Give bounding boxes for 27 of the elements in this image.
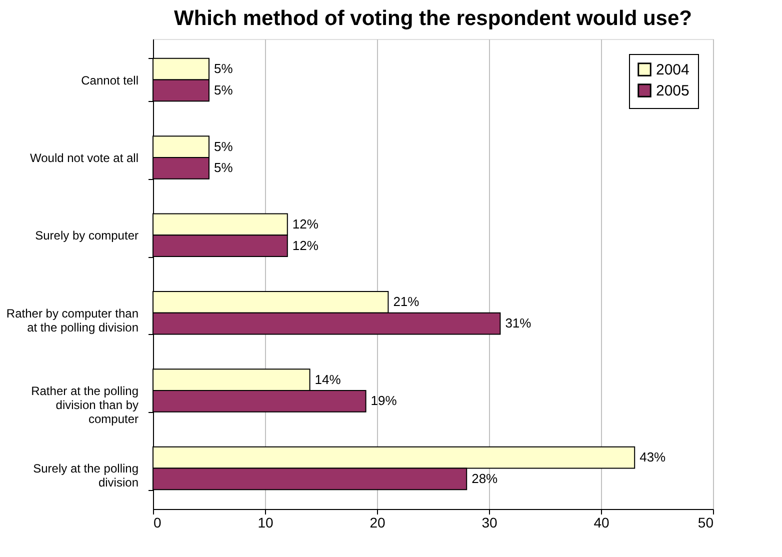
x-tick-label: 40 <box>594 514 610 530</box>
y-tick-label: Rather by computer than at the polling division <box>6 306 138 334</box>
data-label: 5% <box>214 138 234 154</box>
legend-label: 2005 <box>656 82 690 100</box>
y-tick-label: Surely at the polling division <box>33 462 138 490</box>
y-tick-label: Cannot tell <box>81 73 138 88</box>
x-tick-label: 50 <box>698 514 714 530</box>
x-tick-label: 0 <box>154 514 162 530</box>
data-label: 12% <box>292 216 319 232</box>
data-label: 5% <box>214 61 234 76</box>
data-label: 14% <box>314 372 342 387</box>
y-tick-label: Would not vote at all <box>30 150 138 165</box>
data-label: 28% <box>472 470 498 486</box>
data-label: 31% <box>505 316 532 331</box>
data-label: 19% <box>370 393 398 408</box>
x-tick-label: 20 <box>370 514 386 530</box>
data-label: 43% <box>640 450 666 465</box>
data-label: 5% <box>214 82 234 98</box>
data-label: 5% <box>214 160 234 176</box>
y-tick-label: Rather at the polling division than by computer <box>31 384 138 426</box>
y-tick-label: Surely by computer <box>35 228 138 243</box>
x-tick-label: 10 <box>258 514 274 530</box>
x-tick-label: 30 <box>482 514 498 530</box>
data-label: 21% <box>393 294 420 310</box>
data-label: 12% <box>292 238 319 253</box>
legend-label: 2004 <box>656 62 690 78</box>
chart-title: Which method of voting the respondent would use? <box>174 7 692 30</box>
